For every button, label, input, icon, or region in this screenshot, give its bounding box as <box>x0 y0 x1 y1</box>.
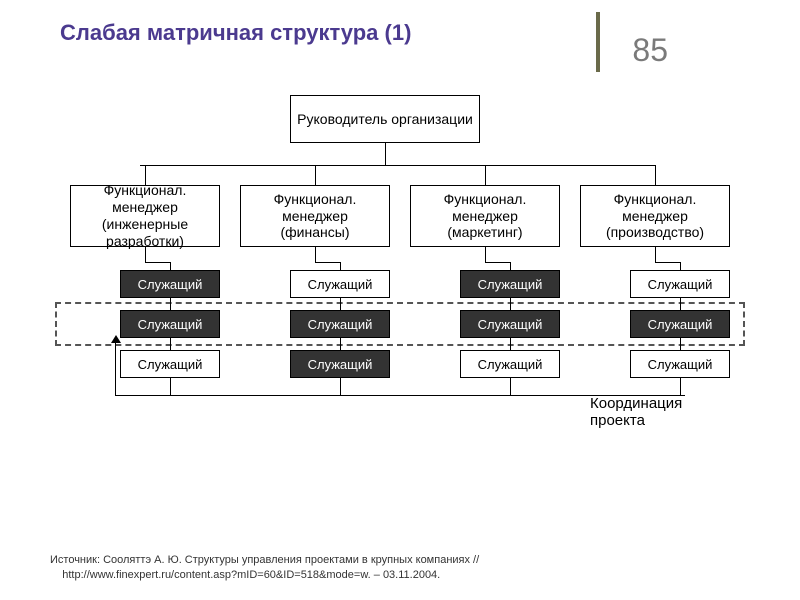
employee-box-2-1: Служащий <box>460 310 560 338</box>
connector-line <box>655 247 656 262</box>
connector-line <box>145 247 146 262</box>
connector-line <box>485 165 486 185</box>
manager-box-0: Функционал. менеджер (инженерные разрабо… <box>70 185 220 247</box>
employee-box-0-1: Служащий <box>120 310 220 338</box>
connector-line <box>510 378 511 395</box>
connector-line <box>655 165 656 185</box>
employee-box-1-1: Служащий <box>290 310 390 338</box>
connector-line <box>145 262 170 263</box>
slide-title: Слабая матричная структура (1) <box>60 20 411 46</box>
connector-line <box>485 247 486 262</box>
connector-line <box>140 165 655 166</box>
employee-box-0-2: Служащий <box>120 350 220 378</box>
manager-box-2: Функционал. менеджер (маркетинг) <box>410 185 560 247</box>
employee-box-3-0: Служащий <box>630 270 730 298</box>
source-citation: Источник: Сооляттэ А. Ю. Структуры управ… <box>50 553 750 582</box>
employee-box-1-2: Служащий <box>290 350 390 378</box>
connector-line <box>315 165 316 185</box>
employee-box-2-2: Служащий <box>460 350 560 378</box>
source-line-2: http://www.finexpert.ru/content.asp?mID=… <box>62 569 440 581</box>
employee-box-2-0: Служащий <box>460 270 560 298</box>
employee-box-3-2: Служащий <box>630 350 730 378</box>
org-top-box: Руководитель организации <box>290 95 480 143</box>
manager-box-1: Функционал. менеджер (финансы) <box>240 185 390 247</box>
connector-line <box>385 143 386 165</box>
page-number: 85 <box>632 32 668 69</box>
coordination-label: Координация проекта <box>590 395 740 429</box>
connector-line <box>485 262 510 263</box>
manager-box-3: Функционал. менеджер (производство) <box>580 185 730 247</box>
connector-line <box>170 378 171 395</box>
connector-line <box>680 378 681 395</box>
employee-box-0-0: Служащий <box>120 270 220 298</box>
employee-box-3-1: Служащий <box>630 310 730 338</box>
connector-line <box>340 378 341 395</box>
connector-line <box>315 262 340 263</box>
accent-bar <box>596 12 600 72</box>
connector-line <box>655 262 680 263</box>
connector-line <box>315 247 316 262</box>
employee-box-1-0: Служащий <box>290 270 390 298</box>
source-line-1: Источник: Сооляттэ А. Ю. Структуры управ… <box>50 554 479 566</box>
arrowhead <box>111 335 121 343</box>
connector-line <box>115 341 116 395</box>
